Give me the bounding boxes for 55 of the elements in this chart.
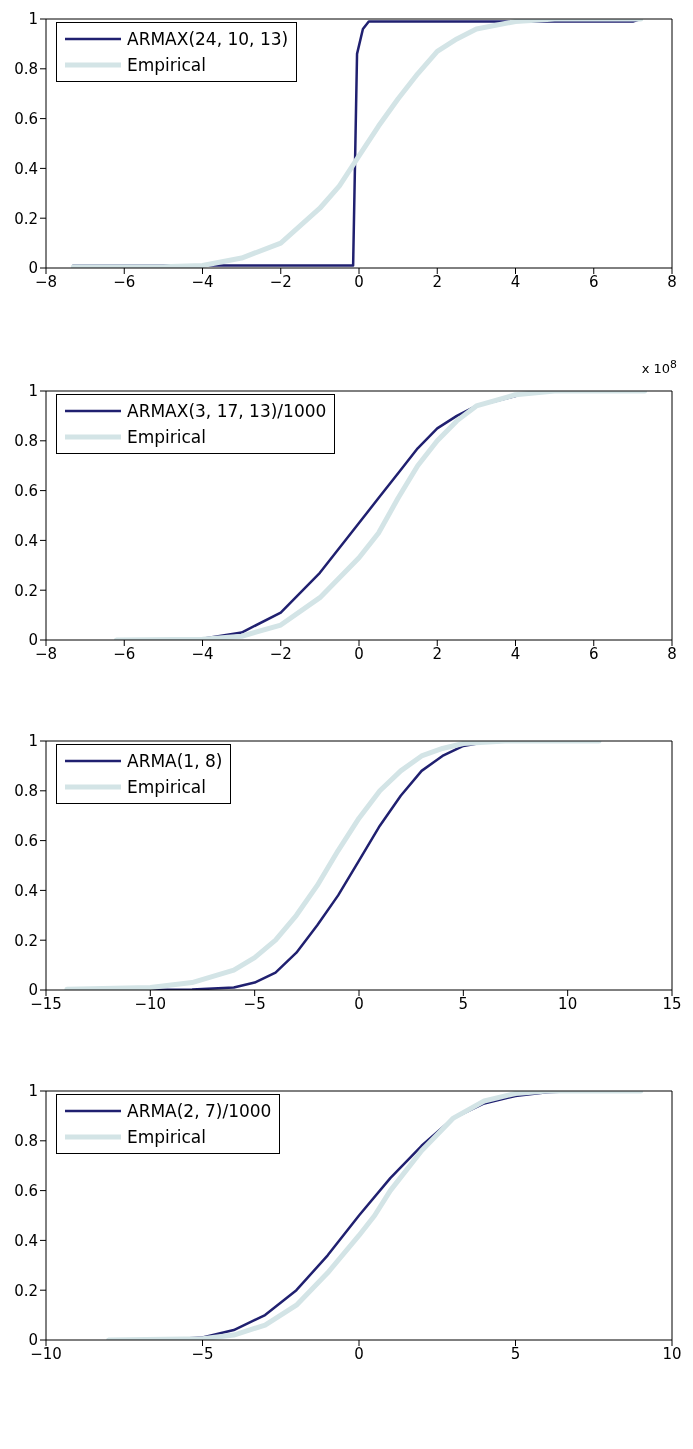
- x-tick-label: 4: [510, 272, 521, 291]
- y-tick-label: 0.8: [14, 432, 38, 451]
- y-tick-label: 1: [28, 10, 38, 29]
- x-tick-label: −4: [191, 644, 214, 663]
- y-tick-label: 0.8: [14, 1132, 38, 1151]
- y-tick-label: 0.6: [14, 481, 38, 500]
- x-tick-label: 15: [662, 994, 682, 1013]
- y-tick-label: 0.8: [14, 60, 38, 79]
- x-tick-label: 10: [558, 994, 578, 1013]
- x-tick-label: −10: [134, 994, 167, 1013]
- x-tick-label: −5: [243, 994, 266, 1013]
- legend-label: Empirical: [127, 776, 207, 799]
- legend-label: Empirical: [127, 426, 207, 449]
- x-tick-label: −2: [269, 644, 292, 663]
- x-tick-label: −6: [113, 644, 136, 663]
- x-tick-label: 6: [588, 644, 599, 663]
- y-tick-label: 0.6: [14, 109, 38, 128]
- y-tick-label: 0.4: [14, 531, 38, 550]
- x-tick-label: 0: [354, 994, 364, 1013]
- y-tick-label: 0.8: [14, 782, 38, 801]
- y-tick-label: 0.6: [14, 831, 38, 850]
- y-tick-label: 0.6: [14, 1181, 38, 1200]
- x-tick-label: 8: [667, 272, 677, 291]
- x-tick-label: 0: [354, 644, 364, 663]
- x-tick-label: −4: [191, 272, 214, 291]
- y-tick-label: 0.2: [14, 581, 38, 600]
- x-tick-label: 2: [432, 644, 443, 663]
- x-tick-label: 10: [662, 1344, 682, 1363]
- x-tick-label: −6: [113, 272, 136, 291]
- legend-label: ARMAX(3, 17, 13)/1000: [127, 400, 327, 423]
- y-tick-label: 1: [28, 1082, 38, 1101]
- x-tick-label: 0: [354, 1344, 364, 1363]
- legend-label: Empirical: [127, 1126, 207, 1149]
- y-tick-label: 0.2: [14, 931, 38, 950]
- y-tick-label: 0.2: [14, 209, 38, 228]
- y-tick-label: 0.4: [14, 159, 38, 178]
- x-tick-label: 0: [354, 272, 364, 291]
- y-tick-label: 0.2: [14, 1281, 38, 1300]
- x-tick-label: 8: [667, 644, 677, 663]
- x-tick-label: 2: [432, 272, 443, 291]
- x-tick-label: 6: [588, 272, 599, 291]
- x-tick-label: −2: [269, 272, 292, 291]
- y-tick-label: 1: [28, 732, 38, 751]
- y-tick-label: 0.4: [14, 881, 38, 900]
- y-tick-label: 0.4: [14, 1231, 38, 1250]
- x-tick-label: 5: [458, 994, 469, 1013]
- text: x 10$^{8}$: [640, 358, 678, 379]
- legend-label: Empirical: [127, 54, 207, 77]
- x-tick-label: 4: [510, 644, 521, 663]
- y-tick-label: 1: [28, 382, 38, 401]
- legend-label: ARMA(1, 8): [127, 750, 223, 773]
- legend-label: ARMA(2, 7)/1000: [127, 1100, 272, 1123]
- legend-label: ARMAX(24, 10, 13): [127, 28, 289, 51]
- x-tick-label: 5: [510, 1344, 521, 1363]
- x-tick-label: −5: [191, 1344, 214, 1363]
